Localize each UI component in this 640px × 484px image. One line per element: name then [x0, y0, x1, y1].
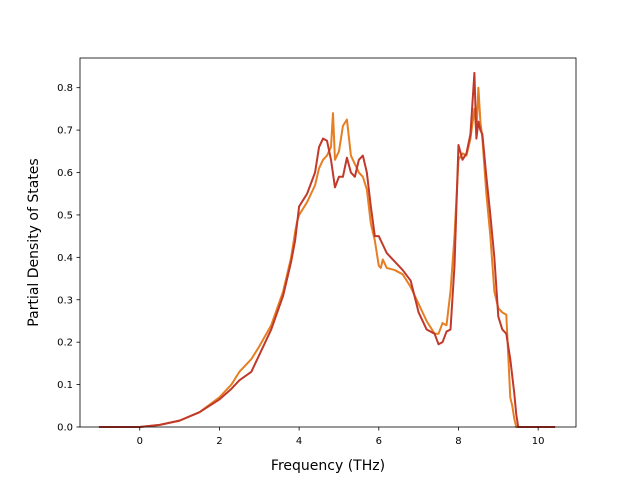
- y-tick-label: 0.0: [57, 423, 73, 434]
- y-tick-label: 0.5: [57, 210, 73, 221]
- series-line-2: [98, 71, 556, 428]
- x-tick-label: 2: [216, 436, 222, 447]
- x-tick-label: 10: [532, 436, 545, 447]
- series-line-1: [98, 86, 556, 428]
- y-tick-label: 0.2: [57, 338, 73, 349]
- y-axis: 0.0 0.1 0.2 0.3 0.4 0.5 0.6 0.7 0.8: [57, 83, 80, 434]
- y-tick-label: 0.4: [57, 253, 73, 264]
- y-tick-label: 0.1: [57, 380, 73, 391]
- y-axis-title: Partial Density of States: [26, 158, 42, 326]
- series-layer: [98, 71, 556, 428]
- y-tick-label: 0.8: [57, 83, 73, 94]
- y-tick-label: 0.7: [57, 126, 73, 137]
- plot-frame: [79, 57, 577, 428]
- x-tick-label: 4: [296, 436, 302, 447]
- x-axis: 0 2 4 6 8 10: [137, 427, 545, 447]
- x-tick-label: 6: [376, 436, 382, 447]
- y-tick-label: 0.6: [57, 168, 73, 179]
- x-tick-label: 8: [455, 436, 461, 447]
- x-tick-label: 0: [137, 436, 143, 447]
- y-tick-label: 0.3: [57, 295, 73, 306]
- x-axis-title: Frequency (THz): [271, 458, 385, 474]
